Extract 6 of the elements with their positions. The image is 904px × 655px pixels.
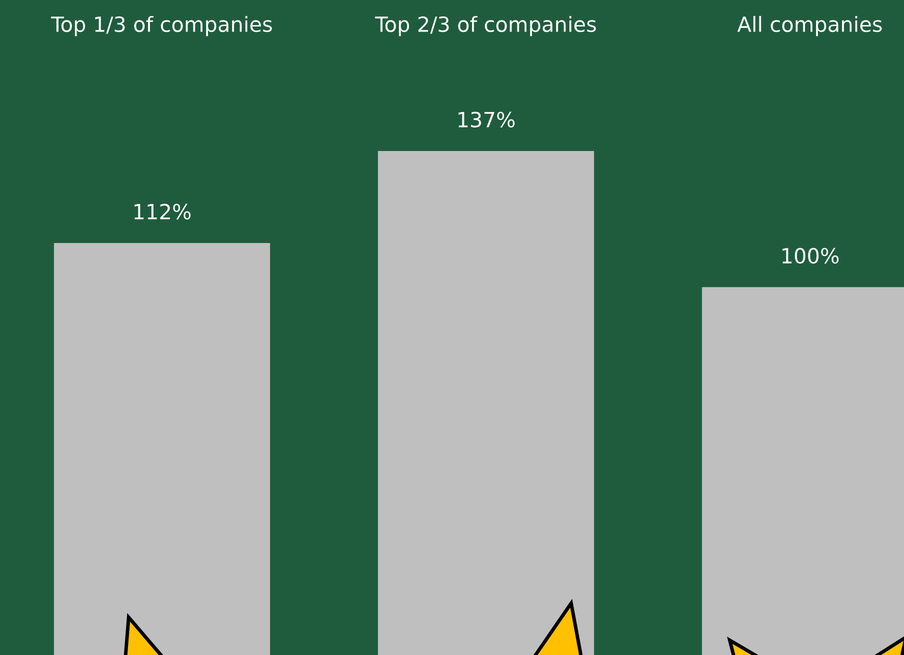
x-tick-label: All companies [737, 16, 882, 36]
x-tick-label: Top 1/3 of companies [51, 16, 272, 36]
x-tick-label: Top 2/3 of companies [375, 16, 596, 36]
data-label: 112% [134, 204, 191, 220]
data-label: 137% [458, 112, 515, 128]
data-label: 100% [782, 248, 839, 264]
